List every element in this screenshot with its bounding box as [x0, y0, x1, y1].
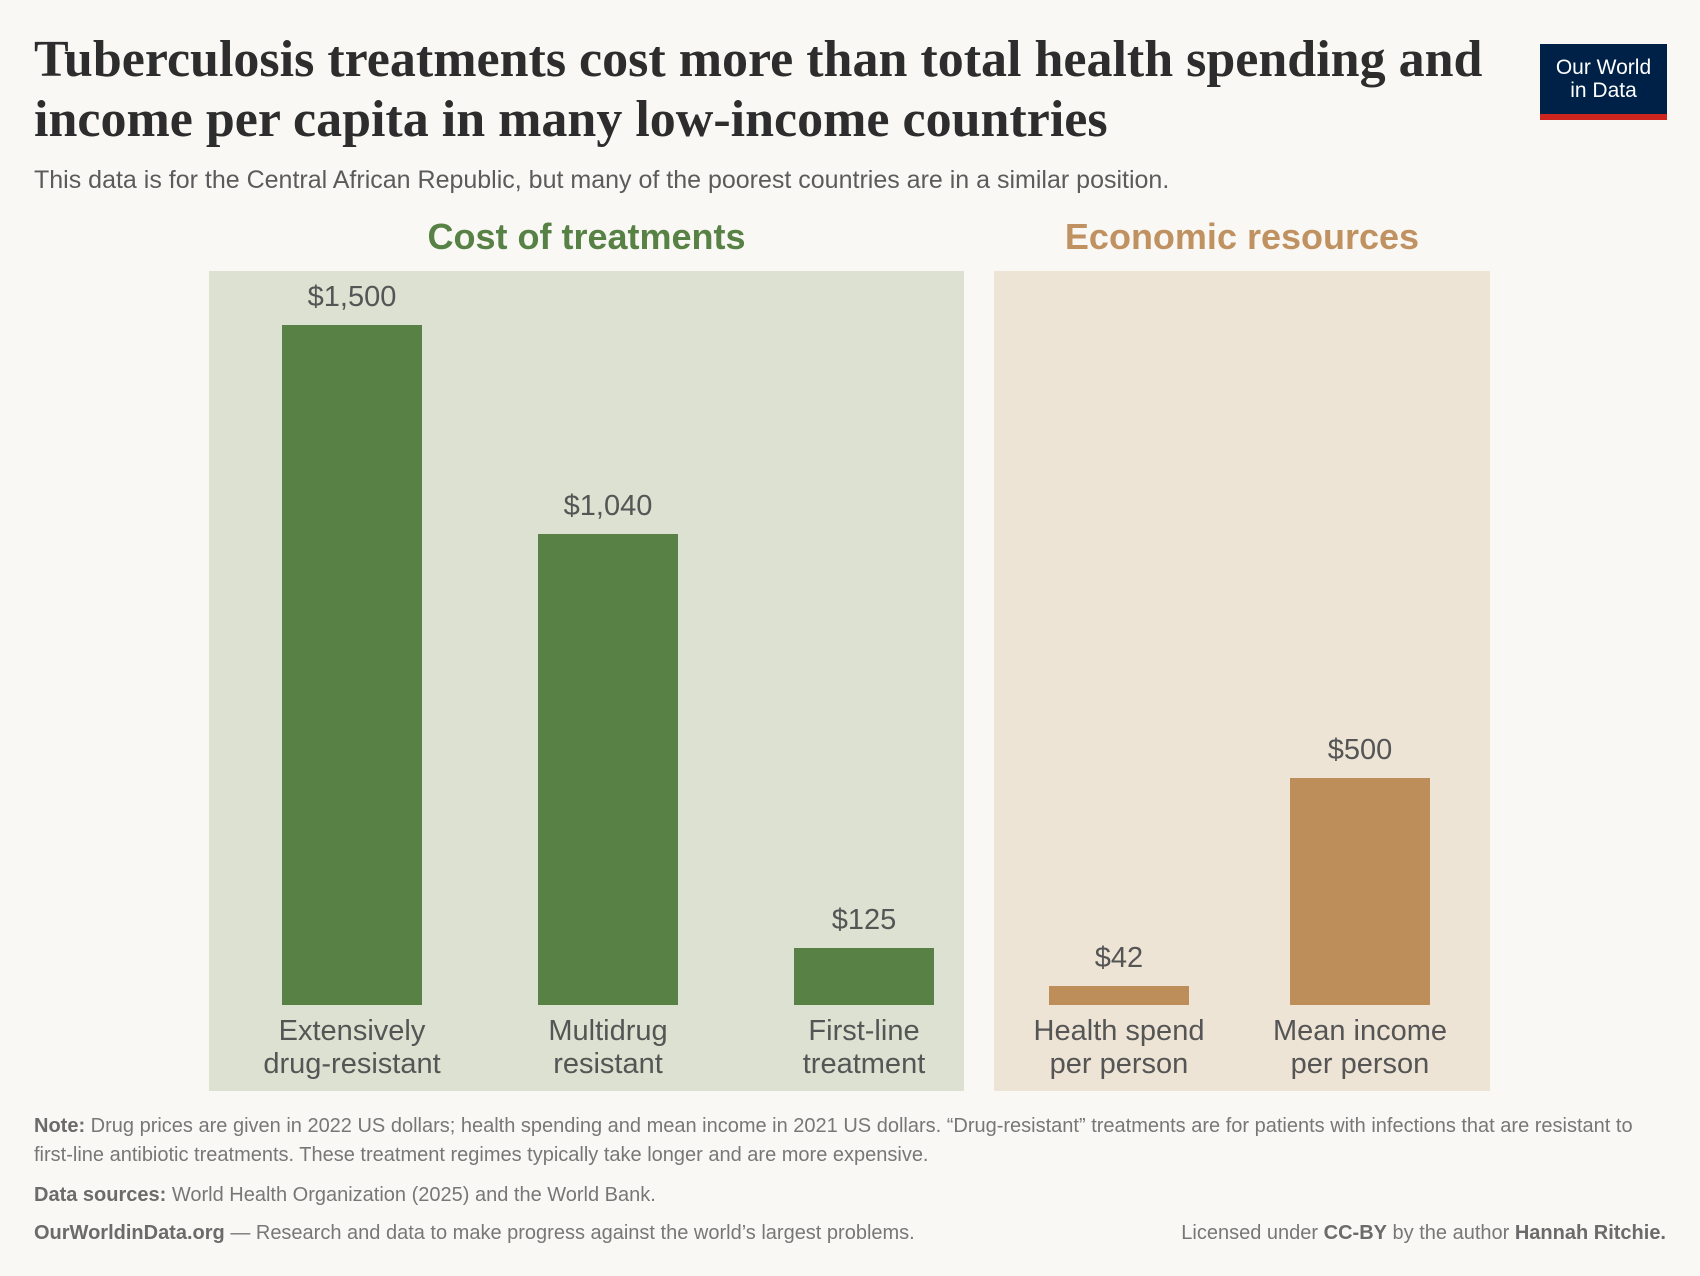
footer-site: OurWorldinData.org — Research and data t…	[34, 1219, 915, 1248]
author: Hannah Ritchie.	[1514, 1222, 1666, 1244]
value-label: $125	[831, 904, 897, 937]
sources-text: World Health Organization (2025) and the…	[171, 1184, 656, 1206]
bar[interactable]	[538, 533, 678, 1005]
chart-title: Tuberculosis treatments cost more than t…	[34, 31, 1483, 148]
owid-logo[interactable]: Our World in Data	[1540, 44, 1667, 120]
footnote: Note: Drug prices are given in 2022 US d…	[34, 1112, 1674, 1170]
note-label: Note:	[34, 1115, 86, 1137]
license-prefix: Licensed under	[1181, 1222, 1319, 1244]
category-label: Health spend per person	[1033, 1015, 1205, 1080]
data-sources: Data sources: World Health Organization …	[34, 1181, 656, 1210]
note-text: Drug prices are given in 2022 US dollars…	[34, 1115, 1633, 1166]
category-label: Mean income per person	[1272, 1015, 1448, 1080]
chart-subtitle: This data is for the Central African Rep…	[34, 166, 1170, 194]
value-label: $1,040	[563, 489, 653, 522]
site-link[interactable]: OurWorldinData.org	[34, 1222, 225, 1244]
tagline: — Research and data to make progress aga…	[230, 1222, 915, 1244]
bar[interactable]	[1290, 778, 1430, 1005]
value-label: $1,500	[307, 281, 397, 313]
group-header-economic: Economic resources	[1064, 216, 1420, 257]
license-link[interactable]: CC-BY	[1323, 1222, 1387, 1244]
license-line: Licensed under CC-BY by the author Hanna…	[1181, 1219, 1666, 1248]
logo-text: Our World in Data	[1555, 56, 1652, 102]
sources-label: Data sources:	[34, 1184, 167, 1206]
category-label: First-line treatment	[802, 1015, 926, 1080]
license-mid: by the author	[1392, 1222, 1510, 1244]
bar[interactable]	[794, 948, 934, 1005]
bar[interactable]	[1049, 985, 1189, 1005]
category-label: Multidrug resistant	[548, 1015, 668, 1080]
group-header-cost: Cost of treatments	[427, 216, 746, 257]
bar[interactable]	[282, 325, 422, 1005]
value-label: $500	[1327, 734, 1393, 767]
category-label: Extensively drug-resistant	[263, 1015, 441, 1080]
value-label: $42	[1094, 941, 1144, 974]
